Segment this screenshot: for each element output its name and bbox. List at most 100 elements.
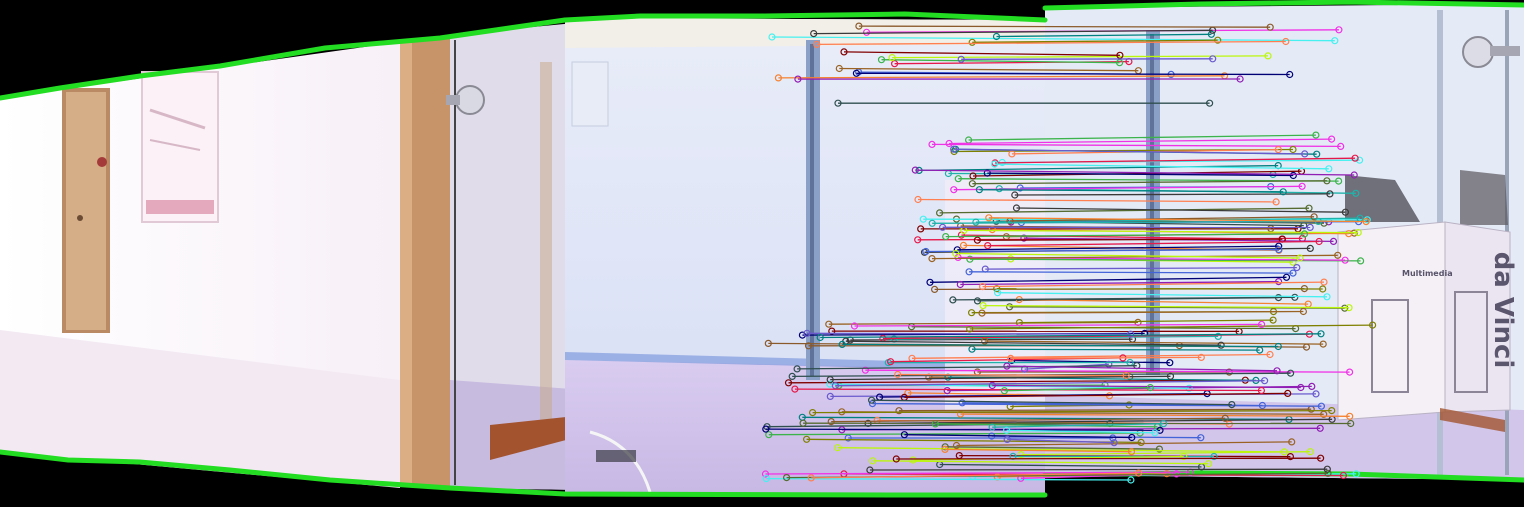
- match-line: [956, 441, 1292, 447]
- keypoint-marker: [957, 55, 965, 63]
- keypoint-marker: [1236, 75, 1244, 83]
- match-line: [872, 402, 1322, 407]
- match-line: [939, 207, 1310, 214]
- keypoint-marker: [945, 139, 953, 148]
- keypoint-marker: [1272, 198, 1280, 206]
- keypoint-marker: [761, 470, 770, 478]
- keypoint-marker: [1005, 303, 1014, 311]
- match-line: [987, 240, 1320, 247]
- match-line: [869, 468, 1328, 471]
- keypoint-marker: [1016, 184, 1024, 192]
- keypoint-marker: [942, 233, 950, 241]
- keypoint-marker: [1204, 460, 1213, 468]
- keypoint-marker: [1362, 218, 1370, 226]
- keypoint-marker: [917, 225, 925, 233]
- keypoint-marker: [1128, 433, 1136, 442]
- keypoint-marker: [981, 337, 989, 345]
- match-line: [969, 324, 1373, 330]
- keypoint-marker: [914, 236, 922, 244]
- match-line: [945, 233, 1305, 238]
- keypoint-marker: [1306, 223, 1314, 231]
- match-line: [1016, 207, 1346, 213]
- match-line: [788, 379, 1246, 384]
- keypoint-marker: [969, 172, 977, 180]
- match-line: [917, 198, 1277, 203]
- keypoint-marker: [1297, 383, 1305, 392]
- match-line: [765, 471, 1191, 475]
- keypoint-marker: [1214, 36, 1222, 44]
- keypoint-marker: [1266, 350, 1274, 359]
- keypoint-marker: [1286, 453, 1295, 461]
- keypoint-marker: [1337, 142, 1345, 150]
- keypoint-marker: [966, 255, 974, 263]
- match-line: [919, 164, 1279, 172]
- keypoint-marker: [869, 457, 877, 465]
- keypoint-marker: [1345, 304, 1353, 312]
- keypoint-marker: [1289, 145, 1297, 154]
- keypoint-marker: [813, 40, 821, 49]
- match-line: [872, 460, 1209, 465]
- keypoint-marker: [1260, 377, 1269, 385]
- keypoint-marker: [850, 322, 859, 330]
- keypoint-marker: [762, 425, 770, 433]
- door-knob: [77, 215, 83, 221]
- keypoint-marker: [1185, 384, 1193, 392]
- keypoint-marker: [975, 186, 984, 194]
- box-side-label: Multimedia: [1402, 269, 1453, 278]
- match-line: [960, 280, 1279, 286]
- keypoint-marker: [1116, 51, 1124, 59]
- match-line: [1004, 386, 1151, 392]
- keypoint-marker: [1127, 448, 1136, 456]
- keypoint-marker: [1209, 55, 1217, 63]
- keypoint-marker: [1334, 177, 1343, 185]
- keypoint-marker: [1320, 278, 1328, 286]
- match-line: [845, 340, 1222, 346]
- keypoint-marker: [1122, 371, 1130, 380]
- keypoint-marker: [1282, 37, 1290, 46]
- keypoint-marker: [1325, 165, 1333, 173]
- keypoint-marker: [965, 268, 973, 276]
- match-line: [766, 477, 1131, 481]
- keypoint-marker: [941, 445, 949, 453]
- keypoint-marker: [958, 399, 966, 407]
- keypoint-marker: [1326, 190, 1334, 198]
- match-line: [911, 353, 1271, 359]
- keypoint-marker: [1345, 230, 1353, 238]
- match-line: [837, 447, 1285, 453]
- door-handle-left: [455, 85, 485, 115]
- keypoint-marker: [1368, 321, 1377, 329]
- match-line: [982, 281, 1325, 288]
- keypoint-marker: [1345, 368, 1354, 376]
- keypoint-marker: [861, 366, 870, 374]
- keypoint-marker: [935, 209, 944, 217]
- match-line: [957, 245, 1279, 251]
- keypoint-marker: [826, 392, 834, 400]
- keypoint-marker: [828, 327, 836, 335]
- keypoint-marker: [978, 283, 987, 291]
- keypoint-marker: [892, 455, 900, 463]
- keypoint-marker: [1146, 384, 1154, 392]
- keypoint-marker: [1306, 448, 1314, 456]
- keypoint-marker: [949, 296, 957, 304]
- match-line: [972, 39, 1218, 43]
- match-line: [992, 423, 1164, 428]
- keypoint-marker: [1000, 387, 1009, 395]
- keypoint-marker: [1312, 390, 1320, 398]
- match-line: [811, 472, 1139, 479]
- keypoint-marker: [1210, 452, 1218, 461]
- feature-match-lines: [761, 22, 1377, 484]
- match-line: [968, 134, 1316, 141]
- keypoint-marker: [959, 241, 968, 249]
- keypoint-marker: [764, 339, 772, 347]
- match-line: [812, 409, 1332, 414]
- match-line: [778, 75, 1225, 79]
- keypoint-marker: [988, 226, 996, 234]
- keypoint-marker: [1266, 23, 1274, 31]
- keypoint-marker: [922, 247, 930, 256]
- keypoint-marker: [788, 372, 796, 380]
- keypoint-marker: [1327, 135, 1336, 143]
- match-line: [987, 172, 1294, 177]
- match-line: [842, 343, 1279, 348]
- match-line: [1006, 429, 1155, 434]
- match-line: [981, 310, 1304, 314]
